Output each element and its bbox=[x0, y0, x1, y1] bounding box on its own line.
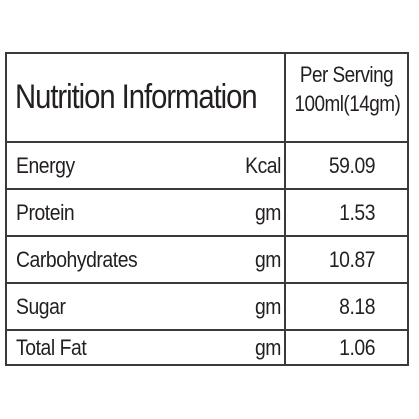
nutrient-name: Total Fat bbox=[16, 334, 87, 360]
nutrient-value: 10.87 bbox=[328, 246, 376, 272]
table-header-row: Nutrition Information Per Serving 100ml(… bbox=[7, 54, 407, 141]
nutrient-value: 59.09 bbox=[328, 152, 376, 178]
nutrient-unit: gm bbox=[254, 246, 281, 272]
nutrient-name: Carbohydrates bbox=[16, 246, 138, 272]
nutrient-value: 1.06 bbox=[339, 334, 376, 360]
table-row-total-fat: Total Fat gm 1.06 bbox=[7, 331, 407, 364]
table-title: Nutrition Information bbox=[15, 78, 258, 116]
table-row-protein: Protein gm 1.53 bbox=[7, 190, 407, 235]
table-row-energy: Energy Kcal 59.09 bbox=[7, 143, 407, 188]
serving-heading-line2: 100ml(14gm) bbox=[294, 91, 401, 116]
nutrition-table: Nutrition Information Per Serving 100ml(… bbox=[5, 52, 409, 366]
serving-size-heading: Per Serving 100ml(14gm) bbox=[286, 60, 407, 118]
nutrient-name: Energy bbox=[16, 152, 75, 178]
row-divider bbox=[7, 188, 407, 190]
serving-heading-line1: Per Serving bbox=[299, 62, 394, 87]
nutrient-unit: gm bbox=[254, 334, 281, 360]
nutrient-value: 8.18 bbox=[339, 293, 376, 319]
nutrient-name: Sugar bbox=[16, 293, 66, 319]
row-divider bbox=[7, 141, 407, 143]
table-row-carbohydrates: Carbohydrates gm 10.87 bbox=[7, 237, 407, 282]
row-divider bbox=[7, 282, 407, 284]
nutrient-unit: Kcal bbox=[245, 152, 281, 178]
row-divider bbox=[7, 235, 407, 237]
table-row-sugar: Sugar gm 8.18 bbox=[7, 284, 407, 329]
nutrient-unit: gm bbox=[254, 293, 281, 319]
nutrient-value: 1.53 bbox=[339, 199, 376, 225]
nutrient-unit: gm bbox=[254, 199, 281, 225]
nutrient-name: Protein bbox=[16, 199, 75, 225]
row-divider bbox=[7, 329, 407, 331]
column-divider bbox=[284, 54, 286, 364]
